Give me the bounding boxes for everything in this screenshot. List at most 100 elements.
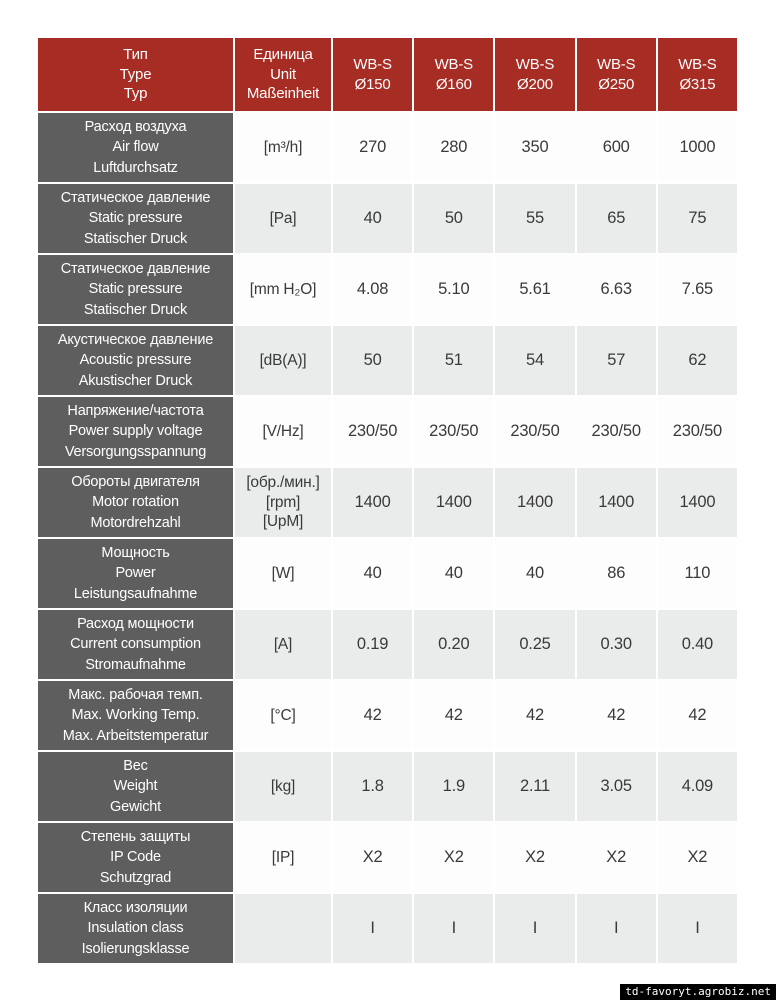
header-model-cell: WB-S Ø200 [495, 38, 575, 111]
row-unit-line: [обр./мин.] [246, 474, 320, 492]
row-unit-cell: [kg] [235, 752, 331, 821]
row-unit-line: [rpm] [265, 493, 301, 511]
row-label-line: Степень защиты [80, 829, 191, 846]
header-model-cell: WB-S Ø250 [576, 38, 656, 111]
row-label-line: Akustischer Druck [78, 372, 193, 389]
value-cell: X2 [414, 823, 494, 892]
value-cell: 42 [414, 681, 494, 750]
row-label-cell: Акустическое давление Acoustic pressure Ak… [38, 326, 233, 395]
value-cell: 51 [414, 326, 494, 395]
row-label-cell: Класс изоляции Insulation class Isolierung… [38, 894, 233, 963]
value-cell: I [657, 894, 737, 963]
row-label-line: IP Code [110, 849, 161, 866]
row-label-line: Расход воздуха [84, 119, 187, 136]
row-unit-cell: [dB(A)] [235, 326, 331, 395]
value-cell: I [576, 894, 656, 963]
value-cell: 40 [495, 539, 575, 608]
value-cell: 230/50 [333, 397, 413, 466]
row-unit-cell: [A] [235, 610, 331, 679]
header-line: Maßeinheit [246, 85, 320, 103]
value-cell: X2 [495, 823, 575, 892]
value-cell: 1400 [657, 468, 737, 537]
value-cell: 42 [657, 681, 737, 750]
header-model-line: Ø315 [679, 75, 716, 93]
row-unit-line: [Pa] [269, 209, 297, 227]
row-label-line: Statischer Druck [83, 230, 188, 247]
row-label-line: Power supply voltage [68, 423, 203, 440]
row-label-line: Gewicht [110, 798, 161, 815]
row-label-line: Max. Working Temp. [71, 707, 200, 724]
row-label-cell: Напряжение/частота Power supply voltage Ve… [38, 397, 233, 466]
row-label-line: Напряжение/частота [67, 403, 204, 420]
row-unit-cell: [V/Hz] [235, 397, 331, 466]
value-cell: 7.65 [657, 255, 737, 324]
row-label-line: Isolierungsklasse [81, 940, 190, 957]
value-cell: 600 [576, 113, 656, 182]
value-cell: 230/50 [414, 397, 494, 466]
header-line: Unit [270, 65, 296, 83]
value-cell: 40 [333, 184, 413, 253]
value-cell: 86 [576, 539, 656, 608]
header-model-line: Ø150 [354, 75, 391, 93]
header-model-line: WB-S [515, 55, 555, 73]
row-label-line: Static pressure [88, 281, 183, 298]
value-cell: 3.05 [576, 752, 656, 821]
value-cell: 50 [414, 184, 494, 253]
value-cell: 75 [657, 184, 737, 253]
value-cell: 1000 [657, 113, 737, 182]
value-cell: 42 [576, 681, 656, 750]
row-label-line: Расход мощности [77, 616, 194, 633]
row-unit-line: [A] [273, 635, 293, 653]
row-label-line: Current consumption [70, 636, 201, 653]
value-cell: I [333, 894, 413, 963]
value-cell: 270 [333, 113, 413, 182]
row-unit-cell: [обр./мин.] [rpm] [UpM] [235, 468, 331, 537]
header-model-cell: WB-S Ø315 [657, 38, 737, 111]
row-label-line: Power [115, 565, 156, 582]
value-cell: 6.63 [576, 255, 656, 324]
value-cell: 1.9 [414, 752, 494, 821]
row-unit-line: [V/Hz] [262, 422, 304, 440]
header-model-line: WB-S [434, 55, 474, 73]
value-cell: X2 [576, 823, 656, 892]
row-label-line: Motordrehzahl [90, 514, 181, 531]
row-label-cell: Обороты двигателя Motor rotation Motordreh… [38, 468, 233, 537]
value-cell: 54 [495, 326, 575, 395]
row-label-cell: Степень защиты IP Code Schutzgrad [38, 823, 233, 892]
row-label-cell: Вес Weight Gewicht [38, 752, 233, 821]
header-unit-cell: Единица Unit Maßeinheit [235, 38, 331, 111]
value-cell: 1400 [576, 468, 656, 537]
header-line: Typ [123, 85, 148, 103]
header-model-cell: WB-S Ø160 [414, 38, 494, 111]
value-cell: X2 [657, 823, 737, 892]
value-cell: 5.61 [495, 255, 575, 324]
row-unit-line: [kg] [270, 777, 296, 795]
header-model-line: WB-S [353, 55, 392, 73]
value-cell: 1.8 [333, 752, 413, 821]
row-unit-line: [m³/h] [263, 138, 303, 156]
value-cell: 230/50 [657, 397, 737, 466]
row-unit-cell: [IP] [235, 823, 331, 892]
value-cell: 42 [333, 681, 413, 750]
value-cell: 50 [333, 326, 413, 395]
row-label-cell: Расход воздуха Air flow Luftdurchsatz [38, 113, 233, 182]
header-model-cell: WB-S Ø150 [333, 38, 413, 111]
value-cell: 2.11 [495, 752, 575, 821]
row-unit-cell: [mm H₂O] [235, 255, 331, 324]
row-label-line: Acoustic pressure [79, 352, 192, 369]
row-unit-line: [W] [271, 564, 295, 582]
row-label-line: Motor rotation [92, 494, 179, 511]
row-label-cell: Расход мощности Current consumption Stroma… [38, 610, 233, 679]
row-label-line: Stromaufnahme [85, 656, 186, 673]
value-cell: I [414, 894, 494, 963]
row-label-line: Вес [123, 758, 148, 775]
header-model-line: WB-S [678, 55, 717, 73]
row-label-line: Max. Arbeitstemperatur [62, 727, 209, 744]
row-unit-line: [IP] [271, 848, 295, 866]
row-label-line: Air flow [112, 139, 159, 156]
row-unit-line: [°C] [270, 706, 296, 724]
spec-table: Тип Type Typ Единица Unit Maßeinheit WB-S Ø150 W… [38, 38, 737, 963]
row-label-line: Insulation class [87, 920, 184, 937]
value-cell: I [495, 894, 575, 963]
row-label-cell: Мощность Power Leistungsaufnahme [38, 539, 233, 608]
